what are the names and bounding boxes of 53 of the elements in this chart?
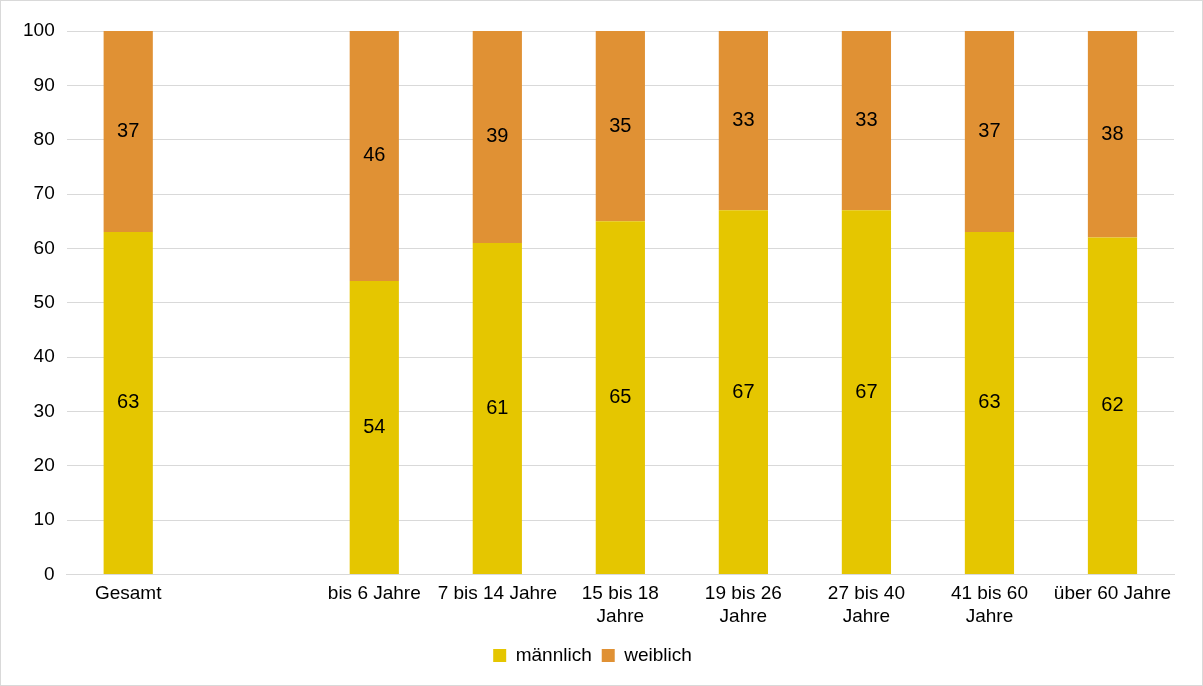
data-label: 35 — [609, 113, 632, 136]
y-tick-label: 80 — [33, 127, 55, 149]
x-tick-label: 7 bis 14 Jahre — [437, 582, 557, 604]
bar — [718, 210, 768, 574]
bar — [964, 31, 1015, 233]
legend-label: weiblich — [623, 643, 692, 665]
data-label: 38 — [1101, 121, 1124, 144]
bar — [718, 31, 768, 211]
y-tick-label: 50 — [33, 290, 55, 312]
bar — [1087, 31, 1138, 238]
bar — [349, 280, 399, 574]
x-tick-label: 27 bis 40 Jahre — [827, 582, 905, 626]
legend-label: männlich — [515, 643, 592, 665]
bar — [1087, 237, 1138, 574]
data-label: 63 — [978, 390, 1001, 413]
data-label: 67 — [855, 379, 878, 402]
y-tick-label: 40 — [33, 345, 55, 367]
data-label: 61 — [486, 395, 509, 418]
data-label: 39 — [486, 124, 509, 147]
x-tick-label: 41 bis 60 Jahre — [950, 582, 1029, 626]
bar — [472, 31, 522, 243]
data-label: 37 — [117, 119, 140, 142]
bar — [595, 221, 645, 574]
x-tick-label: 15 bis 18 Jahre — [581, 582, 659, 626]
bar — [841, 31, 892, 211]
y-tick-label: 30 — [33, 399, 55, 421]
data-label: 62 — [1101, 393, 1124, 416]
x-tick-label: bis 6 Jahre — [327, 582, 421, 604]
bar — [103, 31, 153, 233]
data-label: 33 — [855, 108, 878, 131]
data-label: 46 — [363, 143, 386, 166]
bar — [595, 31, 645, 222]
bar — [964, 232, 1015, 574]
bar — [841, 210, 892, 574]
y-tick-label: 90 — [33, 73, 55, 95]
data-label: 33 — [732, 108, 755, 131]
x-tick-label: über 60 Jahre — [1053, 582, 1172, 604]
y-tick-label: 20 — [33, 453, 55, 475]
bar — [472, 242, 522, 574]
y-tick-label: 70 — [33, 182, 55, 204]
x-tick-label: Gesamt — [94, 582, 163, 604]
bar — [349, 31, 399, 281]
y-tick-label: 10 — [33, 508, 55, 530]
data-label: 37 — [978, 119, 1001, 142]
y-tick-label: 60 — [33, 236, 55, 258]
data-label: 63 — [117, 390, 140, 413]
y-tick-label: 100 — [23, 19, 55, 41]
y-tick-label: 0 — [44, 562, 55, 584]
data-label: 67 — [732, 379, 755, 402]
data-label: 65 — [609, 385, 632, 408]
bar — [103, 232, 153, 574]
data-label: 54 — [363, 414, 386, 437]
x-tick-label: 19 bis 26 Jahre — [704, 582, 782, 626]
